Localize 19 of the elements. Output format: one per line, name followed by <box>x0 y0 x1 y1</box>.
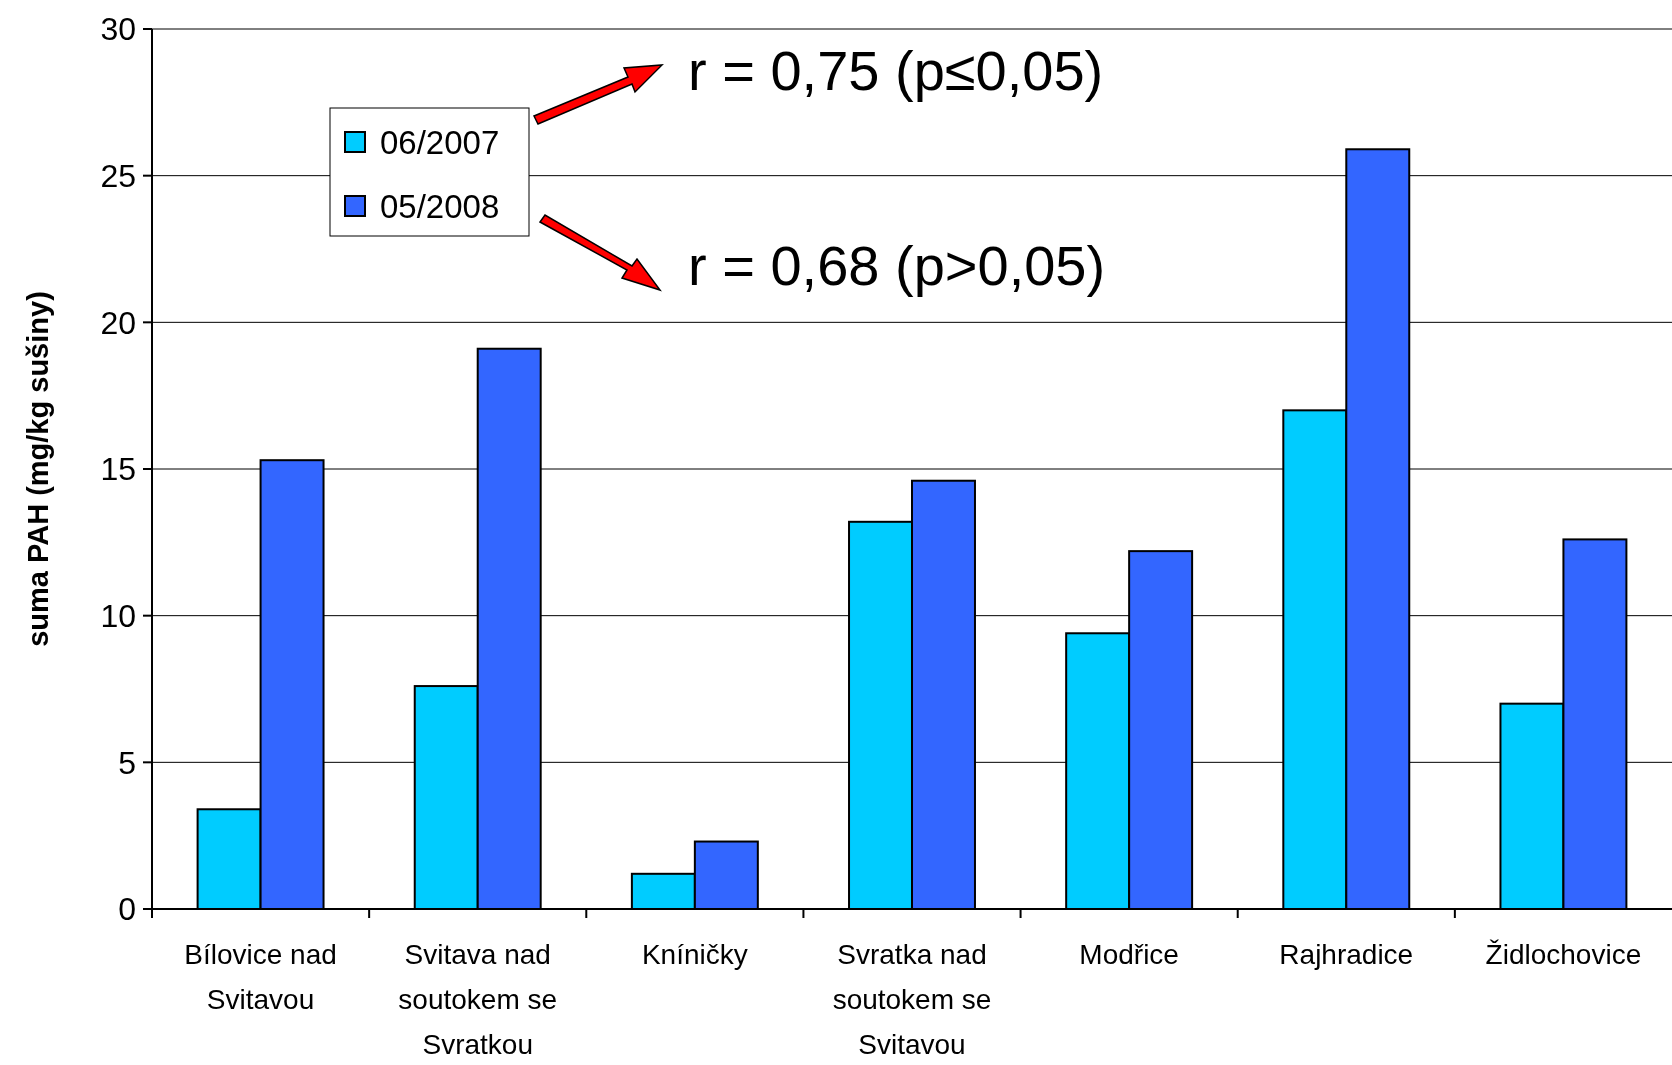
annotation: r = 0,75 (p≤0,05) <box>688 38 1104 102</box>
y-tick-label: 0 <box>118 891 136 928</box>
legend-label: 06/2007 <box>380 123 500 161</box>
y-tick-label: 20 <box>100 304 136 341</box>
legend-label: 05/2008 <box>380 187 500 225</box>
x-tick-label: Kníničky <box>641 939 748 970</box>
x-tick-label: Rajhradice <box>1279 939 1414 970</box>
y-tick-label: 10 <box>100 597 136 634</box>
y-tick-label: 25 <box>100 157 136 194</box>
x-tick-label: Svratka nad soutokem se Svitavou <box>832 939 992 1060</box>
x-tick-label: Židlochovice <box>1485 939 1642 970</box>
y-axis-title: suma PAH (mg/kg sušiny) <box>22 291 54 647</box>
annotation: r = 0,68 (p>0,05) <box>688 233 1106 297</box>
y-tick-label: 15 <box>100 451 136 488</box>
y-tick-label: 30 <box>100 11 136 48</box>
y-tick-label: 5 <box>118 744 136 781</box>
x-tick-label: Svitava nad soutokem se Svratkou <box>398 939 558 1060</box>
x-tick-label: Bílovice nad Svitavou <box>184 939 337 1015</box>
x-tick-label: Modřice <box>1079 939 1179 970</box>
